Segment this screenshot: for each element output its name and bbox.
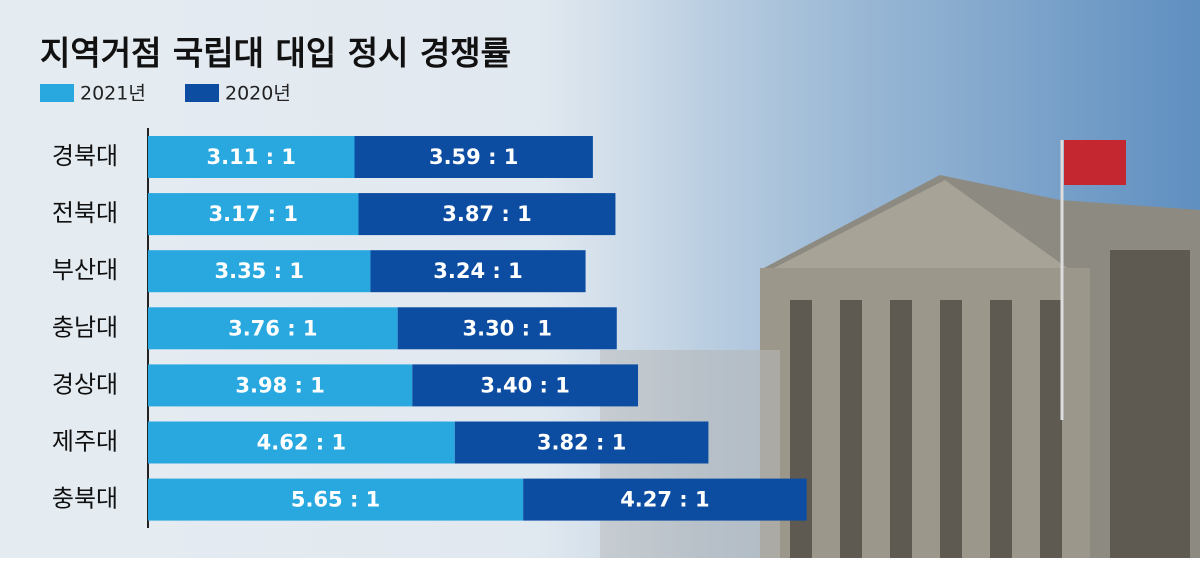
legend-label: 2021년	[80, 83, 146, 105]
y-tick-label: 전북대	[52, 199, 118, 227]
y-tick-label: 제주대	[52, 428, 118, 456]
value-label: 5.65 : 1	[291, 488, 380, 512]
value-label: 3.11 : 1	[207, 145, 296, 169]
value-label: 3.17 : 1	[209, 202, 298, 226]
bar-segment	[354, 136, 593, 178]
y-tick-label: 부산대	[52, 256, 118, 284]
bar-segment	[148, 307, 398, 350]
bar-segment	[523, 478, 807, 521]
chart-title: 지역거점 국립대 대입 정시 경쟁률	[40, 34, 511, 73]
value-label: 4.27 : 1	[620, 488, 709, 512]
y-tick-label: 충북대	[52, 485, 118, 513]
bar-segment	[148, 193, 359, 236]
value-label: 3.59 : 1	[429, 145, 518, 169]
legend-swatch	[40, 84, 74, 102]
value-label: 3.40 : 1	[480, 373, 569, 397]
bar-segment	[148, 421, 455, 464]
value-label: 3.82 : 1	[537, 431, 626, 455]
value-label: 3.30 : 1	[462, 316, 551, 340]
bar-segment	[148, 136, 355, 178]
value-label: 3.87 : 1	[442, 202, 531, 226]
legend-label: 2020년	[225, 83, 291, 105]
bar-segment	[370, 250, 586, 293]
bar-segment	[148, 478, 524, 521]
value-label: 3.35 : 1	[214, 259, 303, 283]
bar-segment	[412, 364, 639, 407]
value-label: 4.62 : 1	[257, 431, 346, 455]
bar-segment	[148, 250, 371, 293]
bar-segment	[358, 193, 616, 236]
y-tick-label: 경북대	[52, 142, 118, 170]
value-label: 3.76 : 1	[228, 316, 317, 340]
bar-segment	[454, 421, 709, 464]
legend-swatch	[185, 84, 219, 102]
y-tick-label: 충남대	[52, 313, 118, 341]
y-tick-label: 경상대	[52, 370, 118, 398]
bar-segment	[397, 307, 617, 350]
value-label: 3.98 : 1	[235, 373, 324, 397]
bar-segment	[148, 364, 413, 407]
value-label: 3.24 : 1	[433, 259, 522, 283]
